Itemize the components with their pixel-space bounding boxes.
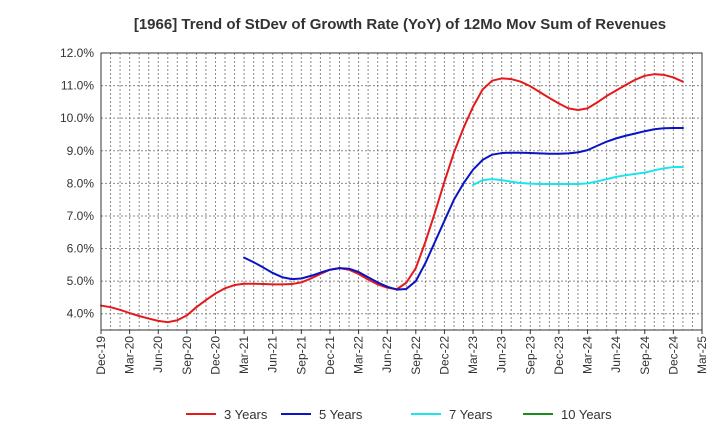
x-tick-label: Dec-24 xyxy=(666,336,680,375)
y-axis: 4.0% 5.0% 6.0% 7.0% 8.0% 9.0% 10.0% 11.0% 12.0% xyxy=(60,46,94,321)
x-tick-label: Dec-19 xyxy=(94,336,108,375)
x-tick-label: Dec-23 xyxy=(552,336,566,375)
y-tick-label: 7.0% xyxy=(67,209,95,223)
x-tick-label: Jun-23 xyxy=(495,336,509,373)
y-tick-label: 9.0% xyxy=(67,144,95,158)
x-tick-label: Mar-21 xyxy=(237,336,251,374)
y-tick-label: 8.0% xyxy=(67,176,95,190)
x-tick-label: Jun-22 xyxy=(380,336,394,373)
series-lines xyxy=(100,73,684,324)
series-line-7-years xyxy=(472,166,684,186)
x-tick-label: Sep-21 xyxy=(294,336,308,375)
x-tick-label: Mar-25 xyxy=(695,336,709,374)
x-tick-label: Jun-20 xyxy=(151,336,165,373)
y-tick-label: 12.0% xyxy=(60,46,94,60)
chart-title: [1966] Trend of StDev of Growth Rate (Yo… xyxy=(134,16,666,33)
x-tick-label: Dec-21 xyxy=(323,336,337,375)
legend-label-10-years: 10 Years xyxy=(561,407,612,422)
legend-label-3-years: 3 Years xyxy=(224,407,268,422)
plot-frame xyxy=(100,52,703,331)
x-tick-label: Jun-24 xyxy=(609,336,623,373)
y-tick-label: 6.0% xyxy=(67,242,95,256)
y-tick-label: 11.0% xyxy=(61,79,94,93)
x-tick-label: Dec-22 xyxy=(437,336,451,375)
x-tick-label: Sep-23 xyxy=(523,336,537,375)
x-tick-label: Sep-24 xyxy=(638,336,652,375)
series-line-3-years xyxy=(100,73,684,324)
x-tick-label: Mar-20 xyxy=(123,336,137,374)
legend-label-7-years: 7 Years xyxy=(449,407,493,422)
x-tick-label: Mar-24 xyxy=(581,336,595,374)
legend-label-5-years: 5 Years xyxy=(319,407,363,422)
x-tick-label: Sep-22 xyxy=(409,336,423,375)
x-tick-label: Mar-22 xyxy=(352,336,366,374)
x-tick-label: Dec-20 xyxy=(208,336,222,375)
y-tick-label: 5.0% xyxy=(67,274,95,288)
legend: 3 Years 5 Years 7 Years 10 Years xyxy=(186,407,612,422)
y-tick-label: 4.0% xyxy=(67,307,95,321)
y-tick-label: 10.0% xyxy=(60,111,94,125)
x-tick-label: Sep-20 xyxy=(180,336,194,375)
x-tick-label: Mar-23 xyxy=(466,336,480,374)
x-axis: Dec-19 Mar-20 Jun-20 Sep-20 Dec-20 Mar-21 Jun-… xyxy=(94,330,709,375)
x-tick-label: Jun-21 xyxy=(266,336,280,373)
series-line-5-years xyxy=(243,126,684,291)
